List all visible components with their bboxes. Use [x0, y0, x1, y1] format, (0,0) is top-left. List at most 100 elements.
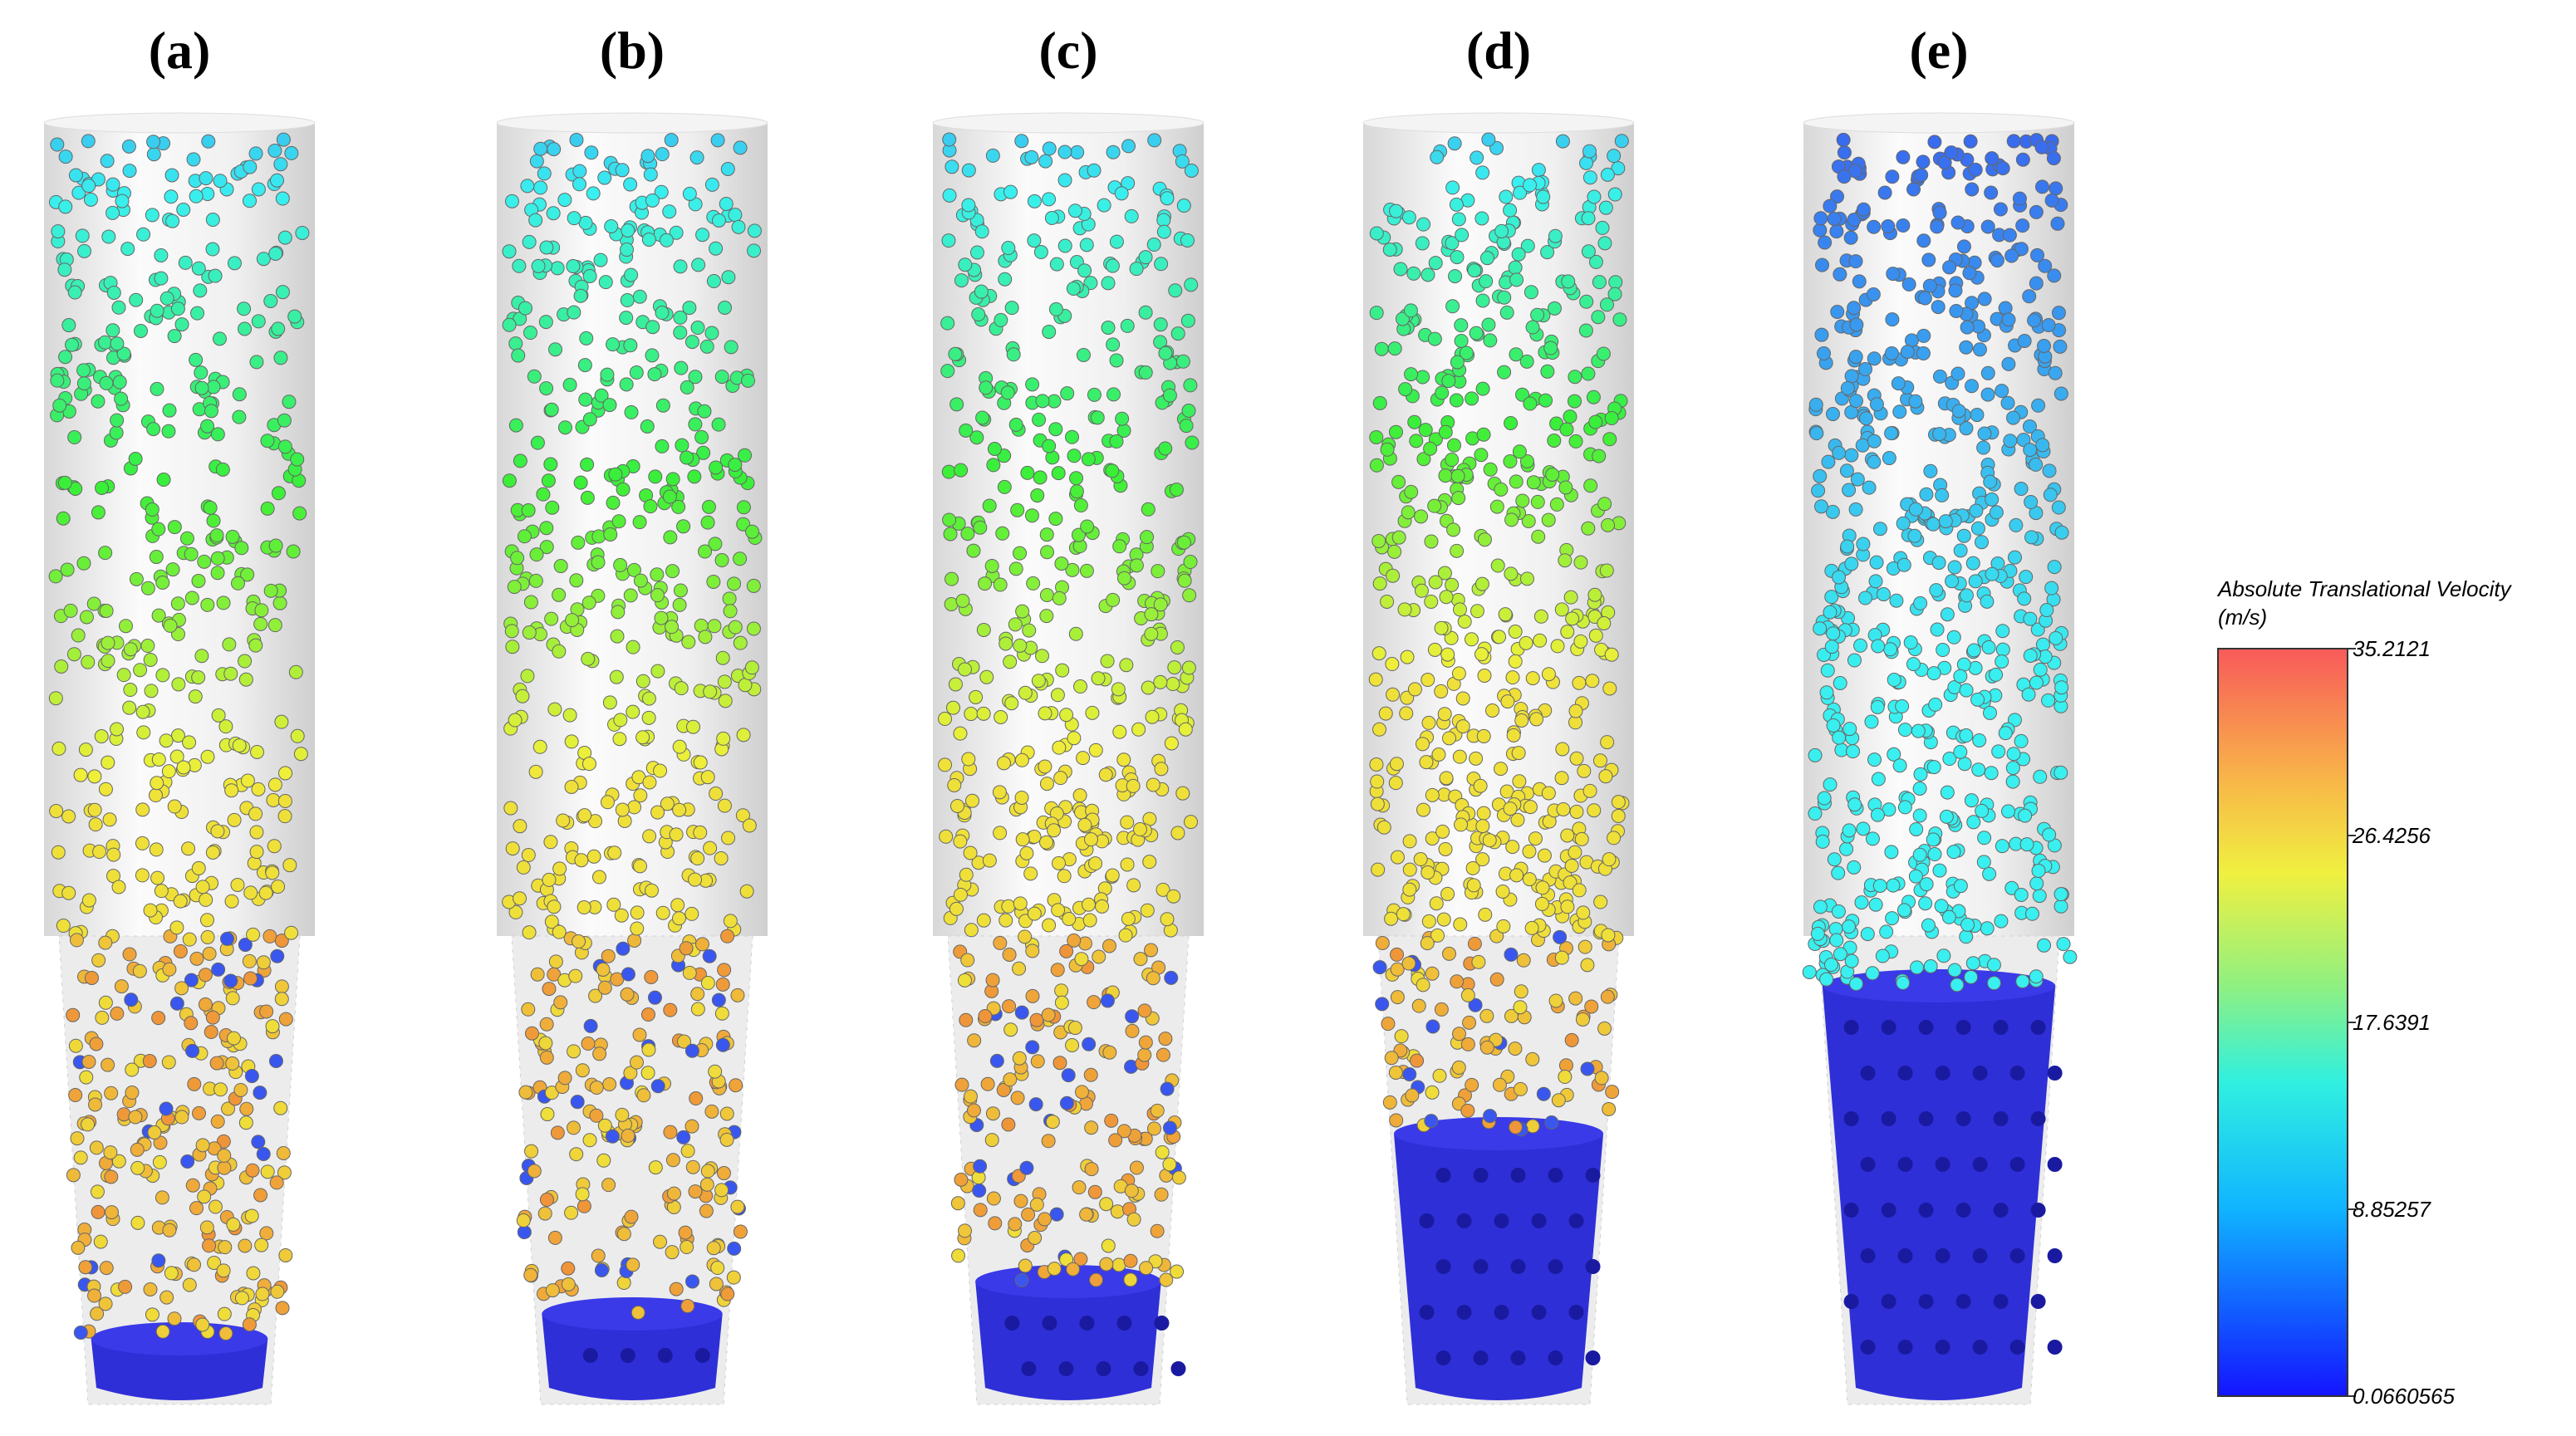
particle [254, 1238, 269, 1252]
particle [2022, 289, 2037, 304]
particle [1464, 632, 1479, 647]
particle [1049, 1207, 1064, 1222]
particle [539, 381, 554, 396]
particle [1391, 530, 1406, 545]
particle [2054, 680, 2069, 695]
particle [998, 272, 1013, 287]
particle [66, 647, 81, 662]
bed-hole [1935, 1066, 1950, 1081]
particle [200, 929, 215, 944]
particle [2015, 974, 2030, 989]
particle [727, 576, 742, 591]
particle [1531, 529, 1546, 544]
particle [237, 301, 252, 316]
particle [1561, 274, 1576, 289]
particle [57, 262, 72, 277]
particle [244, 1208, 259, 1223]
particle [954, 463, 969, 478]
particle [680, 1240, 694, 1255]
particle [1917, 291, 1932, 306]
particle [552, 924, 567, 939]
particle [1369, 429, 1384, 444]
bed-hole [1955, 1294, 1971, 1309]
particle [1082, 1037, 1097, 1051]
particle [1024, 149, 1039, 164]
particle [199, 1220, 214, 1235]
particle [1816, 346, 1831, 361]
particle [81, 134, 96, 149]
particle [1849, 977, 1864, 992]
particle [1941, 909, 1956, 924]
bed-hole [1473, 1350, 1489, 1365]
particle [1084, 1120, 1099, 1135]
particle [1508, 625, 1523, 640]
particle [1430, 928, 1445, 943]
particle [1581, 211, 1596, 226]
particle [1926, 760, 1941, 775]
particle [189, 951, 204, 966]
particle [979, 669, 994, 684]
bed-hole [1456, 1305, 1472, 1320]
particle [1014, 134, 1029, 149]
particle [699, 1203, 714, 1218]
particle [1949, 303, 1964, 318]
bed-hole [1955, 1111, 1971, 1126]
particle [288, 664, 303, 679]
particle [1070, 145, 1085, 159]
particle [1959, 421, 1974, 436]
particle [176, 760, 191, 775]
particle [949, 901, 964, 916]
particle [1014, 1005, 1029, 1020]
particle [1866, 287, 1881, 301]
particle [101, 229, 116, 244]
particle [1003, 1072, 1018, 1087]
particle [521, 848, 536, 863]
particle [512, 258, 527, 273]
particle [715, 977, 730, 992]
particle [650, 588, 665, 603]
particle [204, 404, 218, 419]
particle [1896, 218, 1911, 233]
particle [523, 326, 538, 341]
particle [218, 1326, 233, 1341]
particle [600, 795, 615, 810]
particle [1808, 397, 1823, 412]
particle [1563, 409, 1577, 424]
particle [1438, 424, 1453, 439]
particle [1039, 587, 1054, 602]
particle [1555, 742, 1570, 757]
particle [191, 261, 206, 276]
particle [601, 948, 616, 963]
particle [941, 233, 956, 248]
particle [90, 1306, 105, 1321]
particle [532, 739, 547, 754]
particle [1836, 132, 1851, 147]
particle [1921, 252, 1936, 267]
particle [2025, 906, 2040, 921]
particle [958, 662, 973, 677]
particle [88, 1097, 103, 1112]
particle [101, 654, 115, 669]
particle [1370, 774, 1385, 789]
particle [643, 167, 658, 182]
particle [1951, 404, 1966, 419]
particle [1442, 946, 1457, 961]
particle [1459, 346, 1474, 360]
particle [1067, 448, 1082, 463]
particle [1081, 897, 1096, 912]
particle [1946, 845, 1961, 860]
particle [1550, 639, 1565, 654]
particle [278, 1012, 293, 1027]
particle [504, 624, 519, 639]
particle [1858, 362, 1873, 377]
particle [1125, 1023, 1140, 1038]
bed-top [91, 1322, 268, 1355]
particle [1869, 397, 1884, 412]
particle [1079, 238, 1094, 252]
particle [1808, 806, 1823, 821]
particle [99, 603, 114, 618]
particle [1867, 434, 1882, 448]
particle [689, 150, 704, 165]
particle [2049, 181, 2063, 196]
